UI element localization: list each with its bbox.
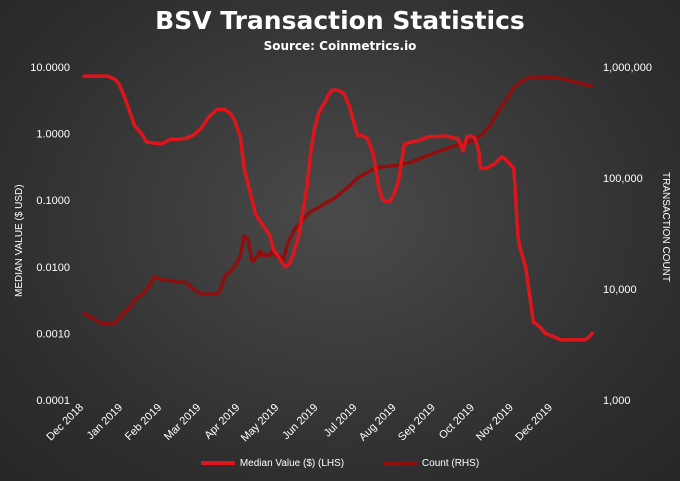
right-tick-label: 10,000 — [603, 284, 637, 296]
x-tick-label: Apr 2019 — [202, 402, 242, 442]
left-axis-label: MEDIAN VALUE ($ USD) — [14, 184, 25, 297]
chart-legend: Median Value ($) (LHS) Count (RHS) — [0, 458, 680, 469]
x-tick-label: Dec 2018 — [44, 402, 86, 444]
legend-swatch-count — [382, 461, 417, 466]
series-lines — [82, 74, 594, 342]
x-tick-label: Jan 2019 — [85, 402, 125, 442]
legend-swatch-median — [200, 461, 235, 466]
left-tick-label: 0.0100 — [36, 262, 70, 274]
left-tick-label: 1.0000 — [36, 129, 70, 141]
x-tick-label: Dec 2019 — [513, 402, 555, 444]
left-axis-ticks: 10.0000 1.0000 0.1000 0.0100 0.0010 0.0001 — [30, 62, 70, 407]
left-tick-label: 10.0000 — [30, 62, 70, 74]
right-axis-ticks: 1,000,000 100,000 10,000 1,000 — [603, 62, 652, 407]
x-tick-label: Nov 2019 — [474, 402, 516, 444]
right-tick-label: 1,000 — [603, 395, 631, 407]
x-tick-label: Aug 2019 — [357, 402, 399, 444]
left-tick-label: 0.1000 — [36, 195, 70, 207]
x-tick-label: Sep 2019 — [396, 402, 438, 444]
x-tick-label: May 2019 — [239, 402, 282, 445]
right-tick-label: 100,000 — [603, 173, 643, 185]
chart-subtitle: Source: Coinmetrics.io — [263, 39, 417, 53]
x-tick-label: Mar 2019 — [162, 402, 203, 443]
x-tick-label: Oct 2019 — [437, 402, 477, 442]
legend-label-median: Median Value ($) (LHS) — [239, 458, 345, 469]
legend-item-count: Count (RHS) — [382, 458, 480, 469]
right-axis-label: TRANSACTION COUNT — [660, 172, 671, 282]
left-tick-label: 0.0010 — [36, 328, 70, 340]
legend-item-median: Median Value ($) (LHS) — [200, 458, 345, 469]
x-tick-label: Jun 2019 — [280, 402, 320, 442]
count-line — [82, 74, 594, 327]
chart-title: BSV Transaction Statistics — [155, 6, 525, 35]
median-value-line — [82, 74, 594, 342]
right-tick-label: 1,000,000 — [603, 62, 652, 74]
x-tick-label: Feb 2019 — [123, 402, 164, 443]
left-tick-label: 0.0001 — [36, 395, 70, 407]
legend-label-count: Count (RHS) — [421, 458, 480, 469]
x-tick-label: Jul 2019 — [322, 402, 360, 440]
